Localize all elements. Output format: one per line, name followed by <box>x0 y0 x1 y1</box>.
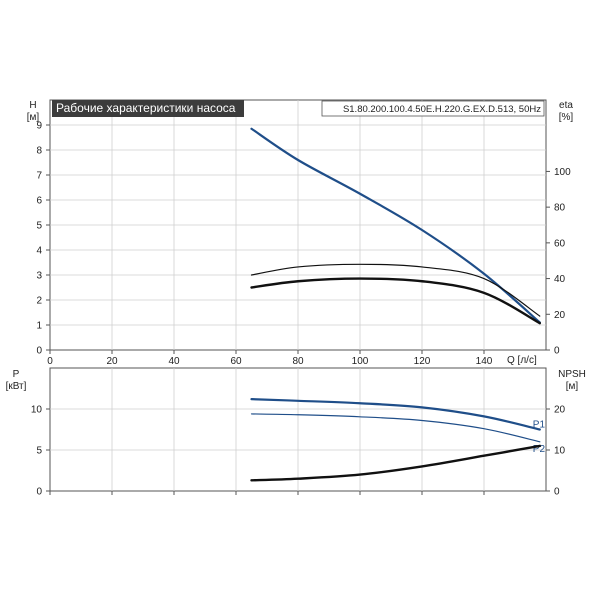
y-tick-label: 10 <box>31 405 43 416</box>
y-tick-label: 6 <box>36 196 42 207</box>
bottom-y-axis-label: P <box>13 369 20 380</box>
y-tick-label: 5 <box>36 446 42 457</box>
y2-tick-label: 20 <box>554 310 566 321</box>
bottom-y-axis-unit: [кВт] <box>6 381 27 392</box>
y2-tick-label: 0 <box>554 346 560 357</box>
series-line-1-2 <box>250 444 541 482</box>
x-tick-label: 80 <box>292 356 304 367</box>
y2-tick-label: 80 <box>554 203 566 214</box>
top-panel: 0 1 2 3 4 5 6 7 8 9 0 20 40 60 80 100 0 20 40 60 80 100 120 140… <box>27 99 574 368</box>
series-line-p1 <box>250 398 541 431</box>
series-line-0-1 <box>250 263 541 317</box>
y-tick-label: 9 <box>36 121 42 132</box>
series-label-p1: P1 <box>533 420 546 431</box>
y-tick-label: 2 <box>36 296 42 307</box>
y-tick-label: 7 <box>36 171 42 182</box>
bottom-series: P1 P2 <box>250 398 546 482</box>
bottom-panel: 0 5 10 0 10 20 P1 P2 P [кВт] NPSH [м] <box>6 367 586 498</box>
chart-title: Рабочие характеристики насоса <box>56 101 236 115</box>
bottom-y2-axis-label: NPSH <box>558 369 586 380</box>
top-y-axis-label: H <box>29 100 36 111</box>
y-tick-label: 4 <box>36 246 42 257</box>
x-tick-label: 20 <box>106 356 118 367</box>
y2-tick-label: 60 <box>554 238 566 249</box>
x-tick-label: 0 <box>47 356 53 367</box>
y2-tick-label: 40 <box>554 274 566 285</box>
bottom-ticks: 0 5 10 0 10 20 <box>31 405 566 498</box>
model-label: S1.80.200.100.4.50E.H.220.G.EX.D.513, 50… <box>343 104 541 115</box>
y2-tick-label: 10 <box>554 446 566 457</box>
y-tick-label: 3 <box>36 271 42 282</box>
y-tick-label: 0 <box>36 346 42 357</box>
x-tick-label: 60 <box>230 356 242 367</box>
y2-tick-label: 20 <box>554 405 566 416</box>
series-label-p2: P2 <box>533 444 546 455</box>
y-tick-label: 1 <box>36 321 42 332</box>
x-axis-label: Q [л/с] <box>507 355 537 366</box>
top-y2-axis-label: eta <box>559 100 573 111</box>
x-tick-label: 100 <box>352 356 369 367</box>
x-tick-label: 120 <box>414 356 431 367</box>
x-tick-label: 140 <box>476 356 493 367</box>
y-tick-label: 0 <box>36 487 42 498</box>
y-tick-label: 5 <box>36 221 42 232</box>
series-line-0-2 <box>250 277 541 325</box>
model-box <box>321 100 545 117</box>
top-y2-axis-unit: [%] <box>559 112 574 123</box>
bottom-y2-axis-unit: [м] <box>566 381 579 392</box>
bottom-grid <box>50 368 546 491</box>
top-ticks: 0 1 2 3 4 5 6 7 8 9 0 20 40 60 80 100 0 20 40 60 80 100 120 140 <box>36 121 571 368</box>
y2-tick-label: 100 <box>554 167 571 178</box>
x-tick-label: 40 <box>168 356 180 367</box>
top-y-axis-unit: [м] <box>27 112 40 123</box>
series-line-p2 <box>250 413 541 443</box>
title-box <box>52 100 244 117</box>
top-grid <box>50 100 546 350</box>
top-series <box>250 127 541 325</box>
y-tick-label: 8 <box>36 146 42 157</box>
y2-tick-label: 0 <box>554 487 560 498</box>
series-line-0-0 <box>250 127 541 324</box>
